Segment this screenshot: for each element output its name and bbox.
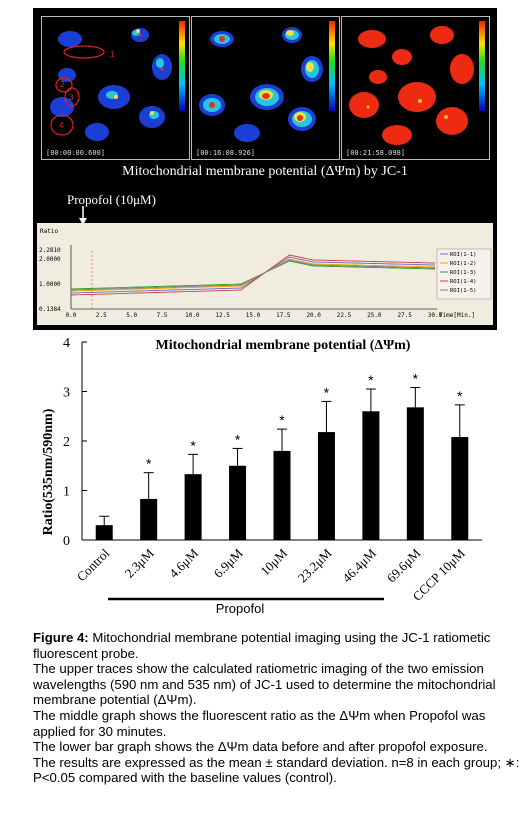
- bar-chart-title: Mitochondrial membrane potential (ΔΨm): [156, 338, 411, 353]
- trace-ytick: 0.1384: [39, 306, 61, 313]
- caption-line: The results are expressed as the mean ± …: [33, 754, 520, 786]
- bar: [229, 465, 247, 540]
- colorbar: [479, 21, 485, 111]
- trace-xtick: 2.5: [96, 312, 107, 319]
- micrograph-baseline-image: 1 2 3 4: [50, 21, 185, 141]
- micrograph-timestamp: [00:00:00.600]: [46, 149, 106, 157]
- bar-ytick-label: 4: [63, 336, 70, 351]
- bar: [317, 432, 335, 540]
- significance-marker: *: [413, 371, 419, 387]
- colorbar: [179, 21, 185, 111]
- bar-category-label: 2.3μM: [122, 545, 158, 581]
- bar: [362, 411, 380, 540]
- bar-ytick-label: 1: [63, 485, 70, 500]
- figure-panel: 1 2 3 4 [00:00:00.600]: [33, 8, 497, 330]
- trace-ylabel: Ratio: [40, 228, 58, 235]
- bar: [273, 450, 291, 540]
- bar-category-label: 23.2μM: [295, 545, 335, 585]
- trace-ytick: 2.0000: [39, 256, 61, 263]
- bar: [140, 498, 158, 540]
- significance-marker: *: [235, 431, 241, 447]
- trace-xtick: 22.5: [337, 312, 352, 319]
- trace-line: [70, 259, 436, 291]
- trace-xtick: 7.5: [157, 312, 168, 319]
- trace-legend-label: ROI(1-2): [450, 261, 477, 267]
- trace-xtick: 15.0: [246, 312, 261, 319]
- trace-legend-label: ROI(1-3): [450, 270, 477, 276]
- significance-marker: *: [190, 437, 196, 453]
- significance-marker: *: [146, 456, 152, 472]
- micrograph-late-image: [349, 21, 485, 145]
- micrograph-baseline: 1 2 3 4 [00:00:00.600]: [41, 16, 190, 160]
- trace-ytick: 1.0000: [39, 281, 61, 288]
- bar-category-label: Control: [74, 545, 113, 584]
- trace-chart: Ratio 2.2810 2.0000 1.0000 0.1384 0.0 2.5…: [37, 223, 493, 325]
- trace-xtick: 20.0: [306, 312, 321, 319]
- bar-category-label: 46.4μM: [339, 545, 379, 585]
- caption-line: The middle graph shows the fluorescent r…: [33, 707, 486, 739]
- trace-legend: [436, 248, 492, 300]
- micrograph-late: [00:21:58.098]: [341, 16, 490, 160]
- bar-category-label: 4.6μM: [166, 545, 202, 581]
- micrograph-timestamp: [00:21:58.098]: [346, 149, 406, 157]
- bar-ytick-label: 0: [63, 534, 70, 549]
- trace-xtick: 27.5: [397, 312, 412, 319]
- bar: [95, 525, 113, 540]
- bar-chart: Mitochondrial membrane potential (ΔΨm) R…: [41, 336, 482, 616]
- trace-xtick: 5.0: [126, 312, 137, 319]
- trace-xtick: 25.0: [367, 312, 382, 319]
- trace-xtick: 12.5: [215, 312, 230, 319]
- bar-chart-ylabel: Ratio(535nm/590nm): [41, 408, 56, 535]
- bar-ytick-label: 2: [63, 435, 70, 450]
- trace-ytick: 2.2810: [39, 247, 61, 254]
- colorbar: [329, 21, 335, 111]
- roi-label: 2: [60, 80, 65, 89]
- trace-xtick: 30.0: [428, 312, 443, 319]
- trace-xtick: 0.0: [66, 312, 77, 319]
- caption-text: Mitochondrial membrane potential imaging…: [33, 630, 491, 661]
- significance-marker: *: [368, 372, 374, 388]
- propofol-group-label: Propofol: [216, 601, 265, 616]
- caption-line: Figure 4: Mitochondrial membrane potenti…: [33, 630, 523, 661]
- trace-legend-label: ROI(1-5): [450, 288, 477, 294]
- significance-marker: *: [324, 384, 330, 400]
- roi-label: 4: [59, 121, 64, 130]
- significance-marker: *: [279, 412, 285, 428]
- significance-marker: *: [457, 388, 463, 404]
- roi-label: 1: [110, 50, 115, 59]
- micrograph-mid: [00:16:08.926]: [191, 16, 340, 160]
- trace-legend-label: ROI(1-4): [450, 279, 477, 285]
- bar: [184, 474, 202, 540]
- bar-category-label: 10μM: [257, 545, 290, 578]
- micrograph-title: Mitochondrial membrane potential (ΔΨm) b…: [122, 164, 408, 179]
- trace-line: [70, 254, 436, 296]
- trace-line: [70, 256, 436, 294]
- caption-line: The upper traces show the calculated rat…: [33, 661, 496, 708]
- caption-line: The lower bar graph shows the ΔΨm data b…: [33, 739, 488, 755]
- arrow-down-icon: [79, 206, 87, 225]
- bar: [451, 437, 469, 540]
- trace-legend-label: ROI(1-1): [450, 252, 477, 258]
- trace-chart-svg: Ratio 2.2810 2.0000 1.0000 0.1384 0.0 2.5…: [39, 228, 492, 319]
- figure-caption: Figure 4: Mitochondrial membrane potenti…: [33, 630, 523, 786]
- bar-category-label: 69.6μM: [384, 545, 424, 585]
- trace-xtick: 17.5: [276, 312, 291, 319]
- bar: [406, 407, 424, 540]
- bar-category-label: 6.9μM: [210, 545, 246, 581]
- micrograph-mid-image: [199, 21, 335, 142]
- trace-xtick: 10.0: [185, 312, 200, 319]
- bar-ytick-label: 3: [63, 386, 70, 401]
- figure-label: Figure 4:: [33, 630, 89, 645]
- trace-xlabel: Time[Min.]: [439, 312, 475, 319]
- roi-label: 3: [69, 93, 74, 102]
- propofol-label: Propofol (10μM): [67, 192, 156, 207]
- micrograph-timestamp: [00:16:08.926]: [196, 149, 256, 157]
